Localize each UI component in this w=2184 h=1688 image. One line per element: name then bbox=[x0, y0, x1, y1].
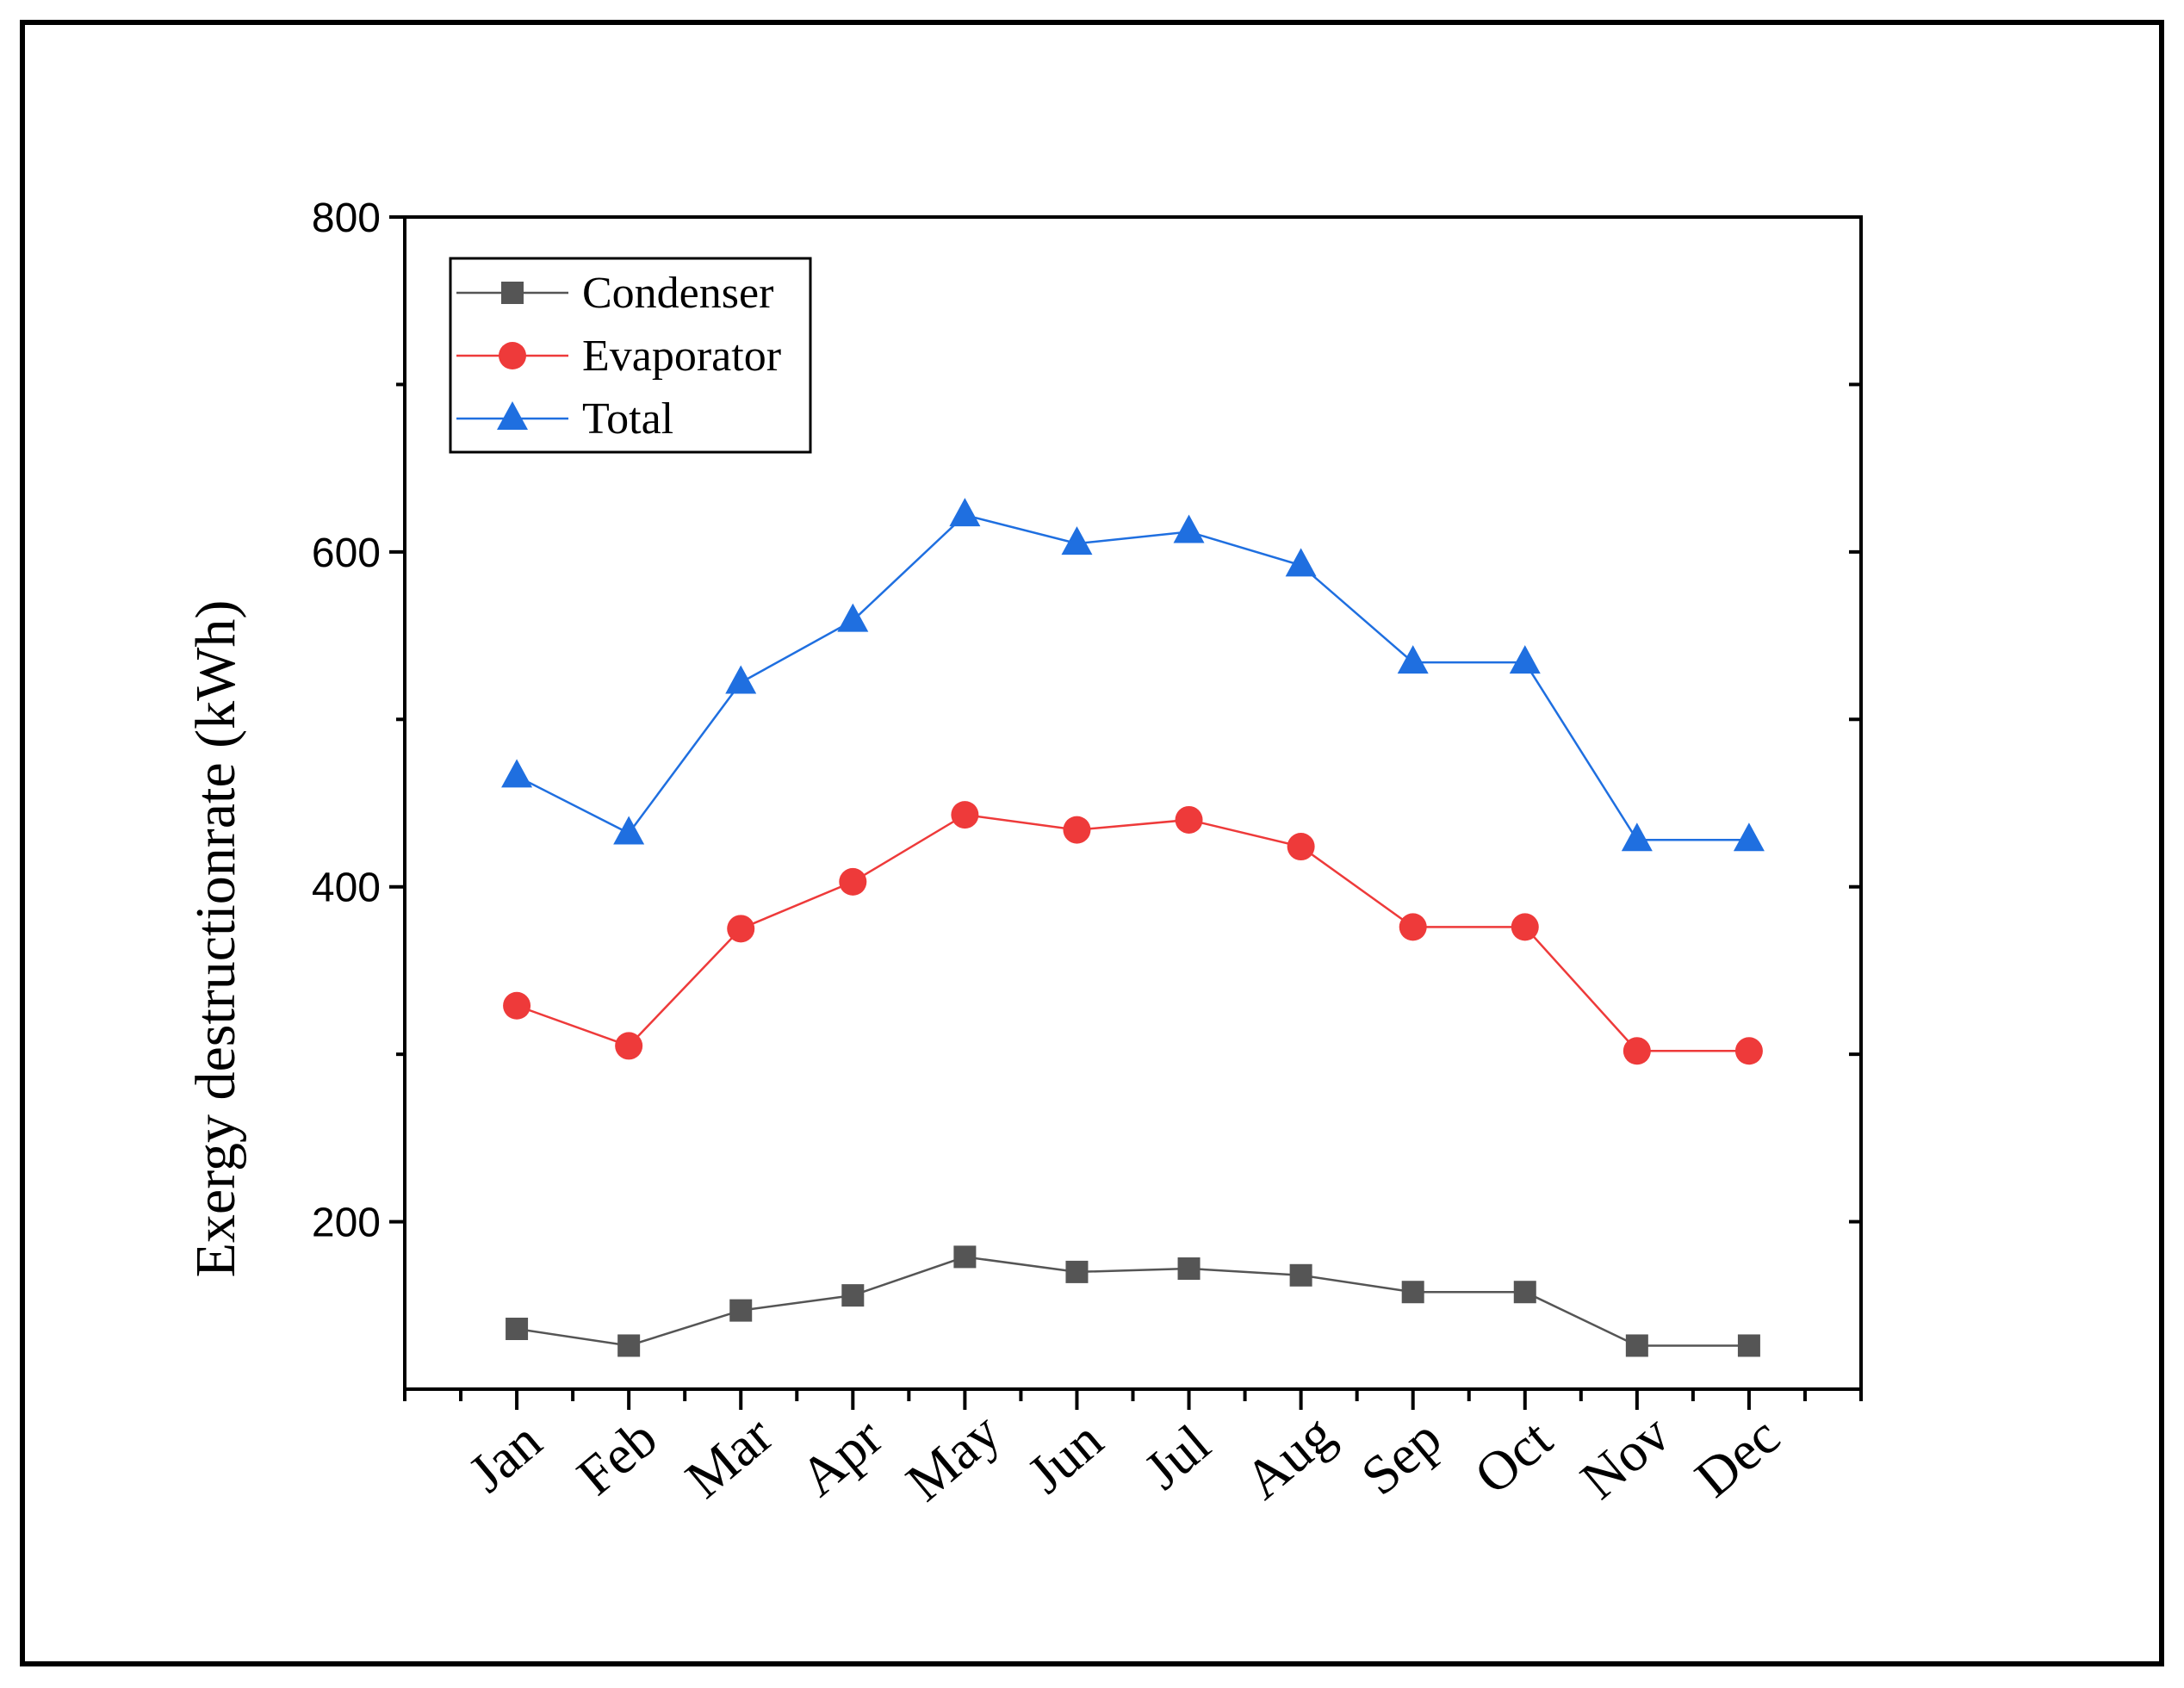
legend-marker-total bbox=[497, 401, 528, 430]
y-axis-ticks bbox=[389, 215, 1861, 1224]
condenser-point-aug bbox=[1289, 1263, 1312, 1287]
evaporator-point-feb bbox=[615, 1032, 643, 1060]
total-point-aug bbox=[1285, 548, 1317, 577]
condenser-point-jun bbox=[1065, 1260, 1089, 1283]
legend: Condenser Evaporator Total bbox=[449, 257, 812, 454]
legend-entry-total: Total bbox=[456, 394, 673, 444]
evaporator-point-apr bbox=[839, 867, 867, 896]
x-tick-label-aug: Aug bbox=[1233, 1403, 1345, 1511]
series-layer bbox=[501, 498, 1765, 1357]
condenser-point-dec bbox=[1737, 1334, 1760, 1357]
evaporator-point-jan bbox=[503, 991, 531, 1020]
evaporator-point-aug bbox=[1287, 833, 1315, 861]
condenser-line bbox=[516, 1256, 1749, 1347]
x-tick-label-dec: Dec bbox=[1684, 1405, 1791, 1509]
evaporator-point-dec bbox=[1734, 1037, 1763, 1065]
y-tick-label: 200 bbox=[312, 1201, 381, 1246]
total-point-dec bbox=[1733, 822, 1765, 852]
legend-label-total: Total bbox=[582, 394, 673, 444]
x-tick-label-nov: Nov bbox=[1569, 1403, 1681, 1511]
legend-label-evaporator: Evaporator bbox=[582, 332, 781, 381]
evaporator-point-may bbox=[951, 801, 979, 829]
total-line bbox=[516, 513, 1749, 841]
evaporator-point-mar bbox=[727, 915, 755, 943]
y-axis-title: Exergy destructionrate (kWh) bbox=[184, 600, 247, 1278]
y-axis-tick-labels: 200 400 600 800 bbox=[312, 195, 381, 1246]
y-tick-label: 800 bbox=[312, 195, 381, 241]
total-point-jun bbox=[1061, 526, 1093, 555]
evaporator-point-sep bbox=[1399, 913, 1427, 941]
evaporator-point-nov bbox=[1622, 1037, 1651, 1065]
evaporator-point-jul bbox=[1175, 805, 1203, 834]
total-point-feb bbox=[613, 816, 645, 845]
total-point-oct bbox=[1509, 645, 1541, 674]
total-point-apr bbox=[837, 603, 869, 632]
total-point-sep bbox=[1397, 645, 1429, 674]
x-tick-label-feb: Feb bbox=[566, 1406, 668, 1506]
condenser-point-mar bbox=[729, 1299, 753, 1322]
legend-label-condenser: Condenser bbox=[582, 269, 773, 318]
total-point-nov bbox=[1621, 822, 1653, 852]
condenser-point-jan bbox=[506, 1318, 529, 1341]
x-tick-label-jun: Jun bbox=[1016, 1409, 1114, 1505]
x-tick-label-jan: Jan bbox=[457, 1410, 553, 1504]
condenser-point-may bbox=[953, 1245, 977, 1269]
legend-marker-condenser bbox=[501, 282, 524, 304]
x-tick-label-jul: Jul bbox=[1132, 1412, 1221, 1500]
legend-entry-evaporator: Evaporator bbox=[456, 332, 781, 381]
outer-frame bbox=[20, 20, 2164, 1666]
x-tick-label-sep: Sep bbox=[1349, 1406, 1452, 1506]
x-tick-label-mar: Mar bbox=[674, 1404, 784, 1510]
total-point-may bbox=[949, 498, 981, 527]
y-tick-label: 400 bbox=[312, 866, 381, 911]
legend-entry-condenser: Condenser bbox=[456, 269, 773, 318]
x-axis-ticks bbox=[403, 1389, 1863, 1410]
total-point-jul bbox=[1173, 514, 1205, 543]
legend-marker-evaporator bbox=[499, 342, 526, 369]
condenser-point-apr bbox=[841, 1284, 865, 1307]
series-evaporator bbox=[503, 801, 1763, 1065]
series-condenser bbox=[506, 1245, 1760, 1357]
condenser-point-jul bbox=[1177, 1257, 1201, 1281]
condenser-point-sep bbox=[1401, 1281, 1424, 1304]
condenser-point-feb bbox=[617, 1334, 641, 1357]
evaporator-line bbox=[516, 813, 1749, 1052]
condenser-point-nov bbox=[1625, 1334, 1648, 1357]
total-point-mar bbox=[725, 665, 757, 694]
condenser-point-oct bbox=[1513, 1281, 1536, 1304]
x-tick-label-oct: Oct bbox=[1463, 1407, 1564, 1505]
total-point-jan bbox=[501, 759, 533, 788]
series-total bbox=[501, 498, 1765, 852]
x-axis-tick-labels: Jan Feb Mar Apr May Jun Jul Aug Sep Oct Nov Dec bbox=[457, 1401, 1791, 1513]
x-tick-label-apr: Apr bbox=[789, 1406, 894, 1507]
y-tick-label: 600 bbox=[312, 531, 381, 576]
evaporator-point-oct bbox=[1511, 913, 1539, 941]
x-tick-label-may: May bbox=[895, 1401, 1012, 1513]
evaporator-point-jun bbox=[1063, 816, 1091, 844]
